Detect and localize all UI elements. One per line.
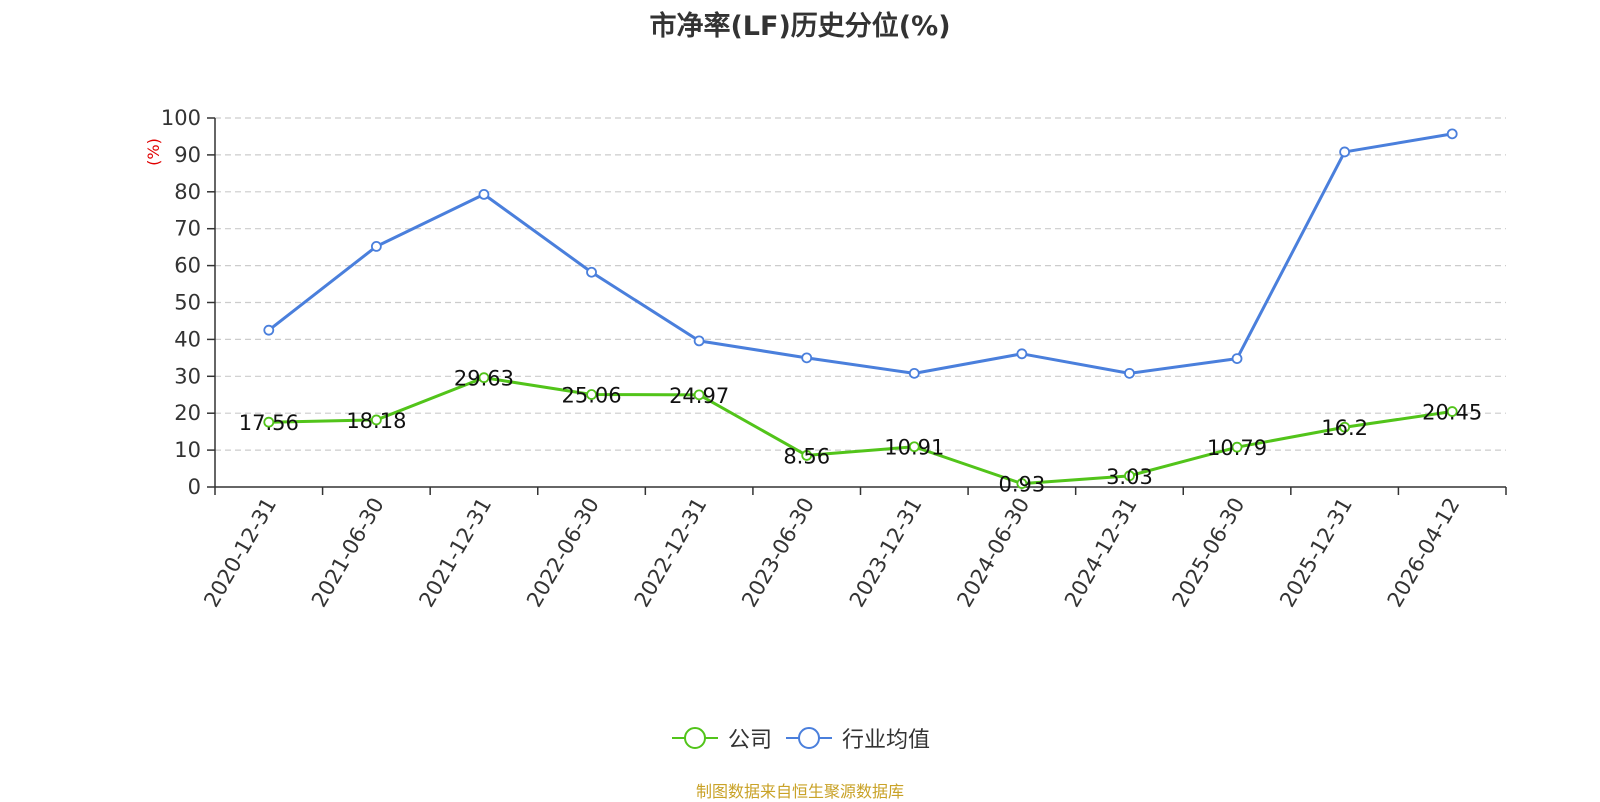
y-tick-label: 10 (174, 438, 201, 462)
x-tick-label: 2024-06-30 (952, 494, 1034, 612)
data-point-industry (586, 266, 597, 278)
data-point-industry (263, 324, 275, 336)
data-point-industry (908, 367, 920, 379)
data-point-company (801, 450, 813, 461)
data-point-company (478, 372, 490, 384)
data-point-company (1446, 406, 1458, 417)
chart-title: 市净率(LF)历史分位(%) (649, 11, 951, 42)
data-point-company (1016, 478, 1028, 489)
x-tick-label: 2021-06-30 (307, 494, 389, 612)
data-point-company (586, 389, 597, 400)
data-point-industry (801, 352, 813, 364)
data-point-industry (1231, 353, 1243, 364)
data-label: 10.91 (884, 436, 944, 460)
legend: 公司 行业均值 (0, 722, 1600, 754)
y-tick-label: 100 (161, 106, 201, 130)
data-label: 8.56 (783, 444, 830, 468)
x-tick-label: 2020-12-31 (199, 494, 281, 612)
y-tick-label: 60 (174, 254, 201, 278)
source-note: 制图数据来自恒生聚源数据库 (695, 782, 904, 801)
y-tick-label: 80 (174, 180, 201, 204)
y-tick-label: 40 (174, 327, 201, 351)
y-tick-label: 20 (174, 401, 201, 425)
x-tick-label: 2023-06-30 (737, 494, 819, 612)
data-point-company (908, 441, 920, 453)
data-point-industry (693, 335, 705, 347)
data-point-company (263, 416, 275, 428)
x-tick-label: 2022-12-31 (630, 494, 712, 612)
data-label: 24.97 (669, 384, 729, 408)
series-line-industry (267, 132, 1453, 375)
legend-item-industry[interactable]: 行业均值 (784, 722, 930, 754)
y-tick-label: 70 (174, 217, 201, 241)
data-label: 25.06 (561, 384, 621, 408)
data-point-industry (1446, 128, 1458, 140)
legend-swatch-icon (786, 727, 832, 749)
y-tick-label: 50 (174, 291, 201, 315)
legend-item-company[interactable]: 公司 (670, 722, 772, 754)
legend-swatch-icon (671, 727, 718, 749)
data-point-industry (478, 188, 490, 200)
y-tick-label: 90 (174, 143, 201, 167)
data-point-company (1339, 421, 1351, 433)
data-point-company (1124, 470, 1135, 482)
x-tick-label: 2021-12-31 (414, 494, 496, 612)
data-point-company (693, 389, 705, 401)
data-point-industry (1124, 367, 1135, 379)
y-tick-label: 30 (174, 364, 201, 388)
data-label: 17.56 (239, 411, 299, 435)
x-tick-label: 2024-12-31 (1060, 494, 1142, 612)
y-tick-label: 0 (188, 475, 201, 499)
data-label: 3.03 (1106, 465, 1153, 489)
x-tick-label: 2025-12-31 (1275, 494, 1357, 612)
x-tick-label: 2026-04-12 (1383, 494, 1465, 612)
y-axis-unit-label: (%) (144, 138, 163, 166)
data-label: 20.45 (1422, 401, 1482, 425)
data-point-industry (370, 241, 382, 252)
data-label: 10.79 (1207, 436, 1267, 460)
data-point-industry (1016, 348, 1028, 360)
data-label: 18.18 (346, 409, 406, 433)
data-point-company (1231, 441, 1243, 453)
x-tick-label: 2022-06-30 (522, 494, 604, 612)
data-label: 29.63 (454, 367, 514, 391)
data-label: 0.93 (998, 473, 1045, 497)
x-tick-label: 2025-06-30 (1168, 494, 1250, 612)
series-line-company (268, 376, 1453, 486)
data-label: 16.2 (1321, 416, 1368, 440)
legend-label: 行业均值 (842, 728, 931, 753)
data-point-company (370, 414, 382, 426)
x-tick-label: 2023-12-31 (845, 494, 927, 612)
legend-label: 公司 (727, 728, 772, 753)
data-point-industry (1339, 146, 1351, 158)
